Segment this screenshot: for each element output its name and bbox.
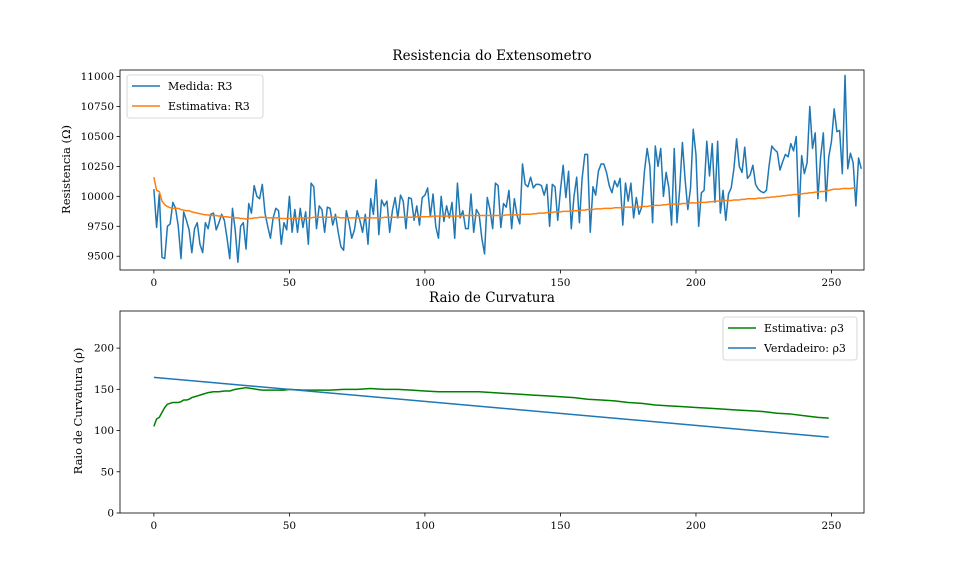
subplot-2-xtick-label: 50 — [283, 520, 296, 532]
subplot-2-xtick-label: 250 — [821, 520, 841, 532]
subplot-2-ytick-label: 200 — [94, 343, 114, 355]
subplot-1-ticks: 0 50 100 150 200 250 9500 9750 10000 10250 10500 10… — [81, 71, 842, 289]
legend-label-medida: Medida: R3 — [168, 80, 232, 93]
subplot-2-ytick-label: 0 — [107, 508, 114, 520]
subplot-1-xtick-label: 0 — [151, 277, 158, 289]
subplot-2-xtick-label: 100 — [415, 520, 435, 532]
subplot-1-title: Resistencia do Extensometro — [392, 48, 591, 64]
subplot-1-ylabel: Resistencia (Ω) — [59, 125, 73, 214]
subplot-2-ytick-label: 150 — [94, 384, 114, 396]
subplot-1-ytick-label: 11000 — [81, 71, 114, 83]
subplot-1-ytick-label: 10000 — [81, 191, 114, 203]
subplot-2-ytick-label: 100 — [94, 425, 114, 437]
subplot-2-title: Raio de Curvatura — [429, 290, 555, 306]
subplot-1-xtick-label: 200 — [686, 277, 706, 289]
subplot-1-ytick-label: 10750 — [81, 101, 114, 113]
subplot-2-series-line-1 — [153, 376, 829, 438]
subplot-1-ytick-label: 10250 — [81, 161, 114, 173]
subplot-1-xtick-label: 150 — [550, 277, 570, 289]
subplot-2-xtick-label: 0 — [151, 520, 158, 532]
subplot-1-legend: Medida: R3 Estimativa: R3 — [126, 74, 264, 119]
subplot-2-ticks: 0 50 100 150 200 250 0 50 100 150 200 — [94, 343, 842, 532]
subplot-2-ytick-label: 50 — [101, 466, 114, 478]
subplot-1-ytick-label: 9500 — [87, 251, 114, 263]
subplot-2-ylabel: Raio de Curvatura (ρ) — [71, 348, 85, 475]
subplot-1-frame — [119, 69, 865, 271]
subplot-2-series-line-0 — [153, 386, 829, 427]
subplot-2-xtick-label: 150 — [550, 520, 570, 532]
subplot-1-xtick-label: 100 — [415, 277, 435, 289]
subplot-1-ytick-label: 9750 — [87, 221, 114, 233]
subplot-resistance: Resistencia do Extensometro Resistencia … — [59, 48, 865, 289]
legend-box — [722, 316, 858, 361]
subplot-2-series — [153, 376, 829, 438]
subplot-1-series — [153, 74, 863, 263]
subplot-1-ytick-label: 10500 — [81, 131, 114, 143]
legend-box — [126, 74, 264, 119]
subplot-2-frame — [119, 310, 865, 514]
subplot-1-series-line-1 — [153, 177, 856, 220]
subplot-curvature: Raio de Curvatura Raio de Curvatura (ρ) … — [71, 290, 865, 532]
subplot-2-xtick-label: 200 — [686, 520, 706, 532]
subplot-1-xtick-label: 50 — [283, 277, 296, 289]
subplot-1-series-line-0 — [153, 74, 863, 263]
subplot-1-xtick-label: 250 — [821, 277, 841, 289]
legend-label-estimativa-rho: Estimativa: ρ3 — [764, 322, 844, 335]
legend-label-estimativa: Estimativa: R3 — [168, 100, 250, 113]
legend-label-verdadeiro-rho: Verdadeiro: ρ3 — [763, 342, 846, 355]
subplot-2-legend: Estimativa: ρ3 Verdadeiro: ρ3 — [722, 316, 858, 361]
